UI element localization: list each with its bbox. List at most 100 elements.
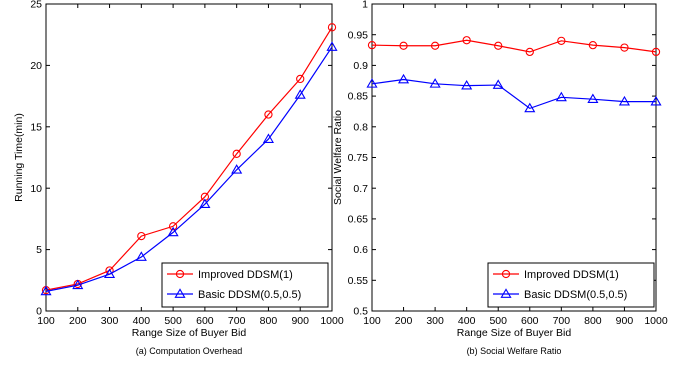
legend: Improved DDSM(1) Basic DDSM(0.5,0.5) (487, 262, 655, 308)
legend-label: Improved DDSM(1) (198, 269, 293, 281)
legend-marker (175, 269, 185, 279)
data-point (399, 41, 408, 50)
data-point (72, 279, 84, 290)
data-point (367, 40, 377, 50)
x-tick-label: 300 (426, 315, 444, 327)
y-tick-label: 0.75 (348, 152, 369, 164)
y-tick-label: 20 (30, 60, 42, 72)
legend-entry: Basic DDSM(0.5,0.5) (493, 288, 627, 301)
data-point (137, 231, 146, 241)
y-tick-label: 0.95 (348, 29, 369, 41)
y-tick-label: 0.7 (353, 183, 368, 195)
legend-entry: Improved DDSM(1) (493, 269, 619, 281)
data-point (462, 36, 471, 45)
data-point (103, 268, 116, 279)
data-point (326, 41, 338, 51)
series-line (371, 39, 657, 53)
data-point (430, 41, 440, 50)
data-point (588, 40, 598, 50)
series-line (45, 27, 333, 291)
y-tick-label: 0.65 (348, 214, 369, 226)
x-tick-label: 200 (69, 315, 87, 327)
legend-entry: Improved DDSM(1) (167, 269, 293, 281)
series-line (45, 46, 333, 292)
x-tick-label: 500 (164, 315, 182, 327)
data-point (397, 73, 410, 84)
data-point (135, 251, 147, 261)
legend-label: Basic DDSM(0.5,0.5) (524, 289, 627, 301)
series-line (371, 78, 656, 110)
x-tick-label: 600 (196, 315, 214, 327)
x-tick-label: 700 (228, 315, 246, 327)
data-point (199, 198, 211, 209)
y-tick-label: 15 (30, 121, 42, 133)
data-point (492, 79, 504, 89)
data-point (618, 95, 631, 106)
legend: Improved DDSM(1) Basic DDSM(0.5,0.5) (161, 262, 329, 308)
x-tick-label: 700 (553, 315, 571, 327)
y-tick-label: 1 (362, 0, 368, 11)
data-point (525, 47, 534, 57)
data-point (429, 78, 441, 88)
series-improved-ddsm (367, 36, 661, 57)
chart-social-welfare-ratio: 100 200 300 400 500 600 700 800 900 1000 0.5 0.55 0.… (332, 0, 668, 356)
data-point (557, 36, 566, 45)
y-axis-label: Running Time(min) (13, 113, 25, 202)
y-tick-label: 0.5 (353, 306, 368, 318)
chart-caption: (a) Computation Overhead (136, 346, 243, 356)
data-point (327, 23, 337, 32)
x-tick-label: 800 (260, 315, 278, 327)
data-point (494, 41, 503, 50)
x-tick-label: 900 (616, 315, 634, 327)
data-point (587, 93, 599, 104)
y-tick-label: 0 (36, 306, 42, 318)
data-point (524, 102, 536, 113)
x-tick-label: 1000 (320, 315, 344, 327)
x-axis-label: Range Size of Buyer Bid (132, 327, 247, 339)
chart-caption: (b) Social Welfare Ratio (467, 346, 562, 356)
legend-box (487, 262, 655, 308)
legend-label: Improved DDSM(1) (524, 269, 619, 281)
data-point (651, 47, 661, 57)
y-tick-label: 5 (36, 244, 42, 256)
x-tick-label: 400 (458, 315, 476, 327)
x-tick-label: 600 (521, 315, 539, 327)
y-tick-label: 0.85 (348, 91, 369, 103)
legend-box (161, 262, 329, 308)
y-axis-label: Social Welfare Ratio (332, 110, 344, 205)
data-point (264, 110, 273, 119)
y-tick-label: 10 (30, 183, 42, 195)
x-tick-label: 400 (133, 315, 151, 327)
legend-marker (501, 269, 511, 279)
legend-marker (174, 288, 186, 298)
x-tick-label: 100 (37, 315, 55, 327)
x-tick-label: 800 (584, 315, 602, 327)
plot-area (45, 3, 333, 312)
legend-marker (500, 288, 512, 298)
data-point (294, 89, 306, 99)
data-point (40, 285, 52, 296)
x-tick-label: 200 (395, 315, 413, 327)
series-basic-ddsm (366, 73, 662, 113)
data-point (232, 149, 241, 158)
plot-area (371, 3, 657, 312)
y-tick-label: 0.8 (353, 121, 368, 133)
data-point (461, 79, 473, 90)
y-tick-label: 25 (30, 0, 42, 11)
legend-label: Basic DDSM(0.5,0.5) (198, 289, 301, 301)
y-tick-label: 0.55 (348, 275, 369, 287)
legend-entry: Basic DDSM(0.5,0.5) (167, 288, 301, 301)
data-point (168, 222, 178, 231)
data-point (366, 78, 378, 88)
x-tick-label: 500 (489, 315, 507, 327)
x-axis-label: Range Size of Buyer Bid (457, 327, 572, 339)
x-tick-label: 900 (291, 315, 309, 327)
data-point (296, 74, 305, 84)
data-point (167, 226, 179, 237)
x-tick-label: 1000 (644, 315, 668, 327)
x-tick-label: 100 (363, 315, 381, 327)
data-point (555, 91, 567, 102)
series-basic-ddsm (40, 41, 338, 296)
data-point (262, 133, 275, 143)
